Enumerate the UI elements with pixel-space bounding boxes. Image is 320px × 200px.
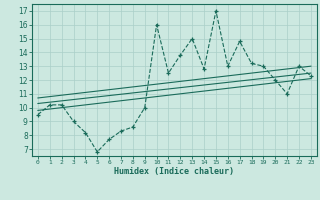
X-axis label: Humidex (Indice chaleur): Humidex (Indice chaleur) (115, 167, 234, 176)
